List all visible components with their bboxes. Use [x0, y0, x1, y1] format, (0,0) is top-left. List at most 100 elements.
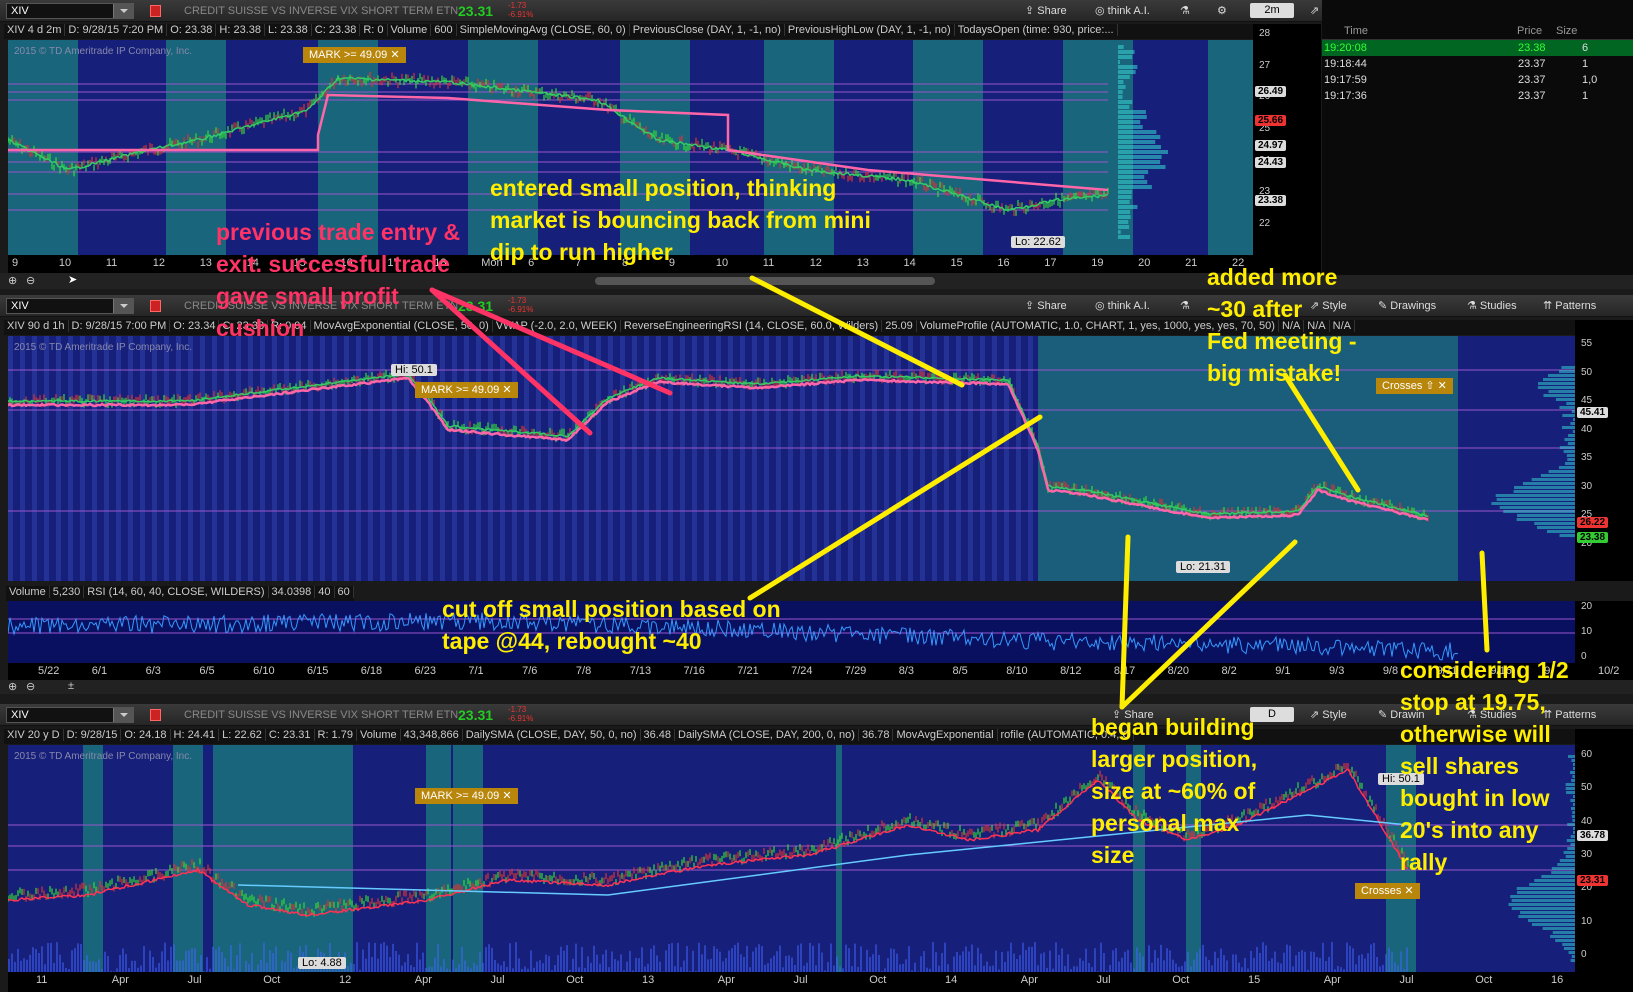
chevron-down-icon[interactable] [113, 4, 133, 18]
study-label[interactable]: PreviousClose (DAY, 1, -1, no) [630, 24, 785, 36]
study-label[interactable]: MovAvgExponential [893, 729, 998, 741]
study-label[interactable]: 34.0398 [269, 586, 316, 598]
study-label[interactable]: ReverseEngineeringRSI (14, CLOSE, 60.0, … [621, 320, 883, 332]
scrollbar[interactable] [595, 277, 935, 285]
time-sales-row[interactable]: 19:20:08 23.38 6 [1322, 40, 1633, 56]
studies-button[interactable]: ⚗ Studies [1467, 300, 1517, 312]
timeframe-button[interactable]: D [1250, 707, 1294, 722]
study-label[interactable]: C: 23.31 [266, 729, 315, 741]
time-sales-row[interactable]: 19:18:44 23.37 1 [1322, 56, 1633, 72]
top-chart-panel[interactable]: 2015 © TD Ameritrade IP Company, Inc. MA… [8, 40, 1253, 255]
study-label[interactable]: N/A [1330, 320, 1355, 332]
study-label[interactable]: C: 23.38 [312, 24, 361, 36]
study-label[interactable]: Volume [388, 24, 432, 36]
study-label[interactable]: 36.48 [641, 729, 676, 741]
studies-button[interactable]: ⚗ Studies [1467, 709, 1517, 721]
time-sales-row[interactable]: 19:17:59 23.37 1,0 [1322, 72, 1633, 88]
study-label[interactable]: R: 0 [360, 24, 388, 36]
style-button[interactable]: ⇗ Style [1310, 300, 1347, 312]
study-label[interactable]: VolumeProfile (AUTOMATIC, 1.0, CHART, 1,… [917, 320, 1279, 332]
drawings-button[interactable]: ✎ Drawin [1378, 709, 1425, 721]
mark-alert[interactable]: MARK >= 49.09 ✕ [415, 382, 518, 398]
chevron-down-icon[interactable] [113, 299, 133, 313]
study-label[interactable]: XIV 90 d 1h [4, 320, 69, 332]
top-symbol-field[interactable]: XIV [6, 3, 134, 19]
mark-alert[interactable]: MARK >= 49.09 ✕ [303, 47, 406, 63]
time-tick: 11 [105, 257, 118, 269]
study-label[interactable]: R: 1.79 [315, 729, 357, 741]
study-label[interactable]: O: 23.34 [170, 320, 220, 332]
pan-icon[interactable]: ⊕ [8, 275, 18, 287]
study-label[interactable]: 43,348,866 [401, 729, 463, 741]
study-label[interactable]: R: 0.04 [268, 320, 311, 332]
bot-symbol-field[interactable]: XIV [6, 707, 134, 723]
share-button[interactable]: ⇪ Share [1112, 709, 1154, 721]
style-button[interactable]: ⇗ Style [1310, 709, 1347, 721]
bot-chart-panel[interactable]: 2015 © TD Ameritrade IP Company, Inc. MA… [8, 745, 1575, 972]
study-label[interactable]: H: 24.41 [171, 729, 220, 741]
study-label[interactable]: D: 9/28/15 [64, 729, 122, 741]
flask-icon[interactable]: ⚗ [1180, 300, 1190, 312]
study-label[interactable]: H: 23.38 [216, 24, 265, 36]
share-button[interactable]: ⇪ Share [1025, 5, 1067, 17]
flag-icon[interactable] [150, 300, 161, 312]
study-label[interactable]: C: 23.38 [219, 320, 269, 332]
study-label[interactable]: D: 9/28/15 7:20 PM [65, 24, 168, 36]
gear-icon[interactable]: ⚙ [1217, 5, 1227, 17]
study-label[interactable]: 25.09 [882, 320, 917, 332]
crosses-alert[interactable]: Crosses ⇧ ✕ [1376, 378, 1453, 394]
study-label[interactable]: L: 23.38 [265, 24, 312, 36]
study-label[interactable]: XIV 20 y D [4, 729, 64, 741]
crosses-alert[interactable]: Crosses ✕ [1355, 883, 1420, 899]
price-scale-icon[interactable]: ± [68, 680, 75, 692]
study-label[interactable]: DailySMA (CLOSE, DAY, 200, 0, no) [675, 729, 859, 741]
study-label[interactable]: XIV 4 d 2m [4, 24, 66, 36]
study-label[interactable]: TodaysOpen (time: 930, price:... [955, 24, 1118, 36]
mid-chart-panel[interactable]: 2015 © TD Ameritrade IP Company, Inc. MA… [8, 336, 1575, 581]
patterns-button[interactable]: ⇈ Patterns [1543, 709, 1597, 721]
volume-bar [434, 957, 436, 972]
study-label[interactable]: 40 [315, 586, 335, 598]
flag-icon[interactable] [150, 5, 161, 17]
zoom-icon[interactable]: ⊖ [26, 681, 36, 693]
chevron-down-icon[interactable] [113, 708, 133, 722]
study-label[interactable]: O: 24.18 [121, 729, 171, 741]
session-band [1004, 336, 1009, 581]
study-label[interactable]: RSI (14, 60, 40, CLOSE, WILDERS) [84, 586, 269, 598]
study-label[interactable]: N/A [1279, 320, 1305, 332]
timeframe-button[interactable]: 2m [1250, 3, 1294, 18]
study-label[interactable]: O: 23.38 [167, 24, 217, 36]
time-sales-row[interactable]: 19:17:36 23.37 1 [1322, 88, 1633, 104]
think-ai-button[interactable]: ◎ think A.I. [1095, 300, 1150, 312]
study-label[interactable]: N/A [1304, 320, 1330, 332]
study-label[interactable]: D: 9/28/15 7:00 PM [69, 320, 171, 332]
patterns-button[interactable]: ⇈ Patterns [1543, 300, 1597, 312]
study-label[interactable]: SimpleMovingAvg (CLOSE, 60, 0) [457, 24, 630, 36]
study-label[interactable]: MovAvgExponential (CLOSE, 50, 0) [311, 320, 493, 332]
flag-icon[interactable] [150, 709, 161, 721]
volume-bar [14, 961, 16, 972]
study-label[interactable]: 600 [431, 24, 457, 36]
pan-icon[interactable]: ⊕ [8, 681, 18, 693]
drawings-button[interactable]: ✎ Drawings [1378, 300, 1437, 312]
volume-bar [107, 955, 109, 972]
volume-bar [539, 960, 541, 972]
study-label[interactable]: L: 22.62 [219, 729, 266, 741]
study-label[interactable]: Volume [357, 729, 401, 741]
study-label[interactable]: 5,230 [50, 586, 85, 598]
price-tick: 40 [1581, 815, 1593, 827]
think-ai-button[interactable]: ◎ think A.I. [1095, 5, 1150, 17]
study-label[interactable]: PreviousHighLow (DAY, 1, -1, no) [785, 24, 955, 36]
flask-icon[interactable]: ⚗ [1180, 5, 1190, 17]
study-label[interactable]: Volume [6, 586, 50, 598]
study-label[interactable]: 60 [335, 586, 354, 598]
mid-symbol-field[interactable]: XIV [6, 298, 134, 314]
study-label[interactable]: DailySMA (CLOSE, DAY, 50, 0, no) [463, 729, 641, 741]
mark-alert[interactable]: MARK >= 49.09 ✕ [415, 788, 518, 804]
study-label[interactable]: rofile (AUTOMATIC, 0.4, C [998, 729, 1135, 741]
study-label[interactable]: 36.78 [859, 729, 894, 741]
zoom-icon[interactable]: ⊖ [26, 275, 36, 287]
rsi-panel[interactable] [8, 601, 1575, 663]
volume-bar [1400, 951, 1402, 972]
share-button[interactable]: ⇪ Share [1025, 300, 1067, 312]
